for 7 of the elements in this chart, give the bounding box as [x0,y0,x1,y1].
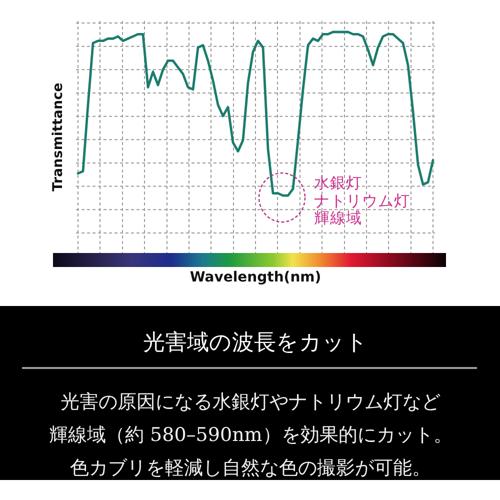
annotation: ナトリウム灯 [314,192,410,210]
annotation: 水銀灯 [314,174,362,192]
annotation: 輝線域 [314,209,362,227]
y-axis-title: Transmittance [50,82,66,192]
x-axis-title: Wavelength(nm) [190,269,322,286]
text: 光害域の波長をカット [143,330,368,356]
text: 光害の原因になる水銀灯やナトリウム灯など輝線域（約 580–590nm）を効果的にカット。色カブリを軽減し自然な色の撮影が可能。 [49,391,452,479]
